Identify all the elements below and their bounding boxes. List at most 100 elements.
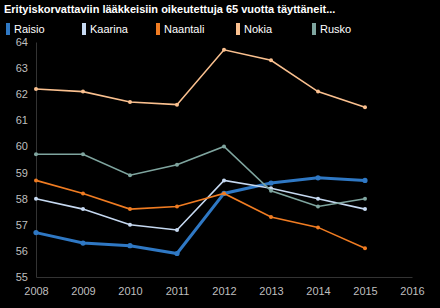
series-marker xyxy=(128,207,132,211)
y-tick: 57 xyxy=(16,219,36,231)
series-marker xyxy=(222,48,226,52)
legend-item: Kaarina xyxy=(82,23,129,35)
x-axis-line xyxy=(37,277,413,278)
series-marker xyxy=(363,207,367,211)
series-marker xyxy=(316,90,320,94)
y-tick: 64 xyxy=(16,36,36,48)
legend-swatch xyxy=(236,23,240,35)
legend-label: Rusko xyxy=(320,23,351,35)
series-marker xyxy=(174,251,179,256)
series-marker xyxy=(222,178,226,182)
x-tick: 2009 xyxy=(71,277,95,297)
y-tick-label: 56 xyxy=(16,245,28,257)
legend-item: Raisio xyxy=(6,23,45,35)
chart: Erityiskorvattaviin lääkkeisiin oikeutet… xyxy=(0,0,440,308)
x-tick: 2015 xyxy=(353,277,377,297)
y-tick-label: 60 xyxy=(16,140,28,152)
legend-item: Nokia xyxy=(236,23,273,35)
x-tick: 2013 xyxy=(259,277,283,297)
x-axis: 2008 2009 2010 2011 2012 2013 2014 2015 2016 xyxy=(24,277,424,297)
series-marker xyxy=(128,100,132,104)
background xyxy=(0,0,440,308)
series-marker xyxy=(222,144,226,148)
series-marker xyxy=(363,197,367,201)
x-tick-label: 2016 xyxy=(400,285,424,297)
series-marker xyxy=(33,230,38,235)
y-tick-label: 57 xyxy=(16,219,28,231)
legend-item: Naantali xyxy=(156,23,204,35)
y-tick: 62 xyxy=(16,88,36,100)
legend-label: Raisio xyxy=(14,23,45,35)
x-tick-label: 2012 xyxy=(212,285,236,297)
series-marker xyxy=(175,205,179,209)
y-tick: 61 xyxy=(16,114,36,126)
series-line xyxy=(36,50,365,107)
series-marker xyxy=(34,87,38,91)
series-marker xyxy=(316,197,320,201)
y-tick: 63 xyxy=(16,62,36,74)
legend-swatch xyxy=(6,23,10,35)
series-marker xyxy=(34,178,38,182)
x-tick-label: 2008 xyxy=(24,285,48,297)
series-marker xyxy=(316,205,320,209)
y-tick: 58 xyxy=(16,193,36,205)
series-marker xyxy=(222,191,226,195)
series-marker xyxy=(269,189,273,193)
y-tick-label: 61 xyxy=(16,114,28,126)
title: Erityiskorvattaviin lääkkeisiin oikeutet… xyxy=(4,3,335,15)
series-marker xyxy=(316,225,320,229)
series-marker xyxy=(315,175,320,180)
x-tick: 2016 xyxy=(400,277,424,297)
legend: Raisio Kaarina Naantali Nokia Rusko xyxy=(6,23,351,35)
series-marker xyxy=(80,240,85,245)
y-axis-line xyxy=(36,43,37,278)
series-line xyxy=(36,146,365,206)
x-tick-label: 2013 xyxy=(259,285,283,297)
plot-area xyxy=(33,48,367,256)
x-tick-label: 2014 xyxy=(306,285,330,297)
series-marker xyxy=(127,243,132,248)
x-tick: 2010 xyxy=(118,277,142,297)
y-tick: 55 xyxy=(16,271,36,283)
x-tick: 2011 xyxy=(166,277,190,297)
series-marker xyxy=(268,180,273,185)
series-marker xyxy=(81,90,85,94)
y-tick-label: 59 xyxy=(16,167,28,179)
legend-label: Nokia xyxy=(244,23,273,35)
legend-swatch xyxy=(156,23,160,35)
legend-swatch xyxy=(312,23,316,35)
x-tick-label: 2010 xyxy=(118,285,142,297)
legend-label: Kaarina xyxy=(90,23,129,35)
legend-label: Naantali xyxy=(164,23,204,35)
series-marker xyxy=(81,191,85,195)
y-tick-label: 63 xyxy=(16,62,28,74)
legend-item: Rusko xyxy=(312,23,351,35)
x-tick-label: 2011 xyxy=(166,285,190,297)
x-tick-label: 2009 xyxy=(71,285,95,297)
y-tick: 60 xyxy=(16,140,36,152)
series-marker xyxy=(34,197,38,201)
series-marker xyxy=(362,178,367,183)
series-marker xyxy=(34,152,38,156)
y-axis: 55 56 57 58 59 60 61 62 63 64 xyxy=(16,36,37,283)
series-line xyxy=(36,180,365,248)
series-marker xyxy=(175,103,179,107)
series-marker xyxy=(175,163,179,167)
series-marker xyxy=(221,191,226,196)
x-tick: 2012 xyxy=(212,277,236,297)
series-marker xyxy=(81,207,85,211)
legend-swatch xyxy=(82,23,86,35)
series-marker xyxy=(269,58,273,62)
y-tick-label: 55 xyxy=(16,271,28,283)
x-tick-label: 2015 xyxy=(353,285,377,297)
series-marker xyxy=(363,105,367,109)
series-marker xyxy=(128,223,132,227)
y-tick-label: 58 xyxy=(16,193,28,205)
x-tick: 2014 xyxy=(306,277,330,297)
y-tick-label: 64 xyxy=(16,36,28,48)
series-marker xyxy=(363,246,367,250)
y-tick: 56 xyxy=(16,245,36,257)
y-tick: 59 xyxy=(16,167,36,179)
series-marker xyxy=(128,173,132,177)
series-marker xyxy=(81,152,85,156)
